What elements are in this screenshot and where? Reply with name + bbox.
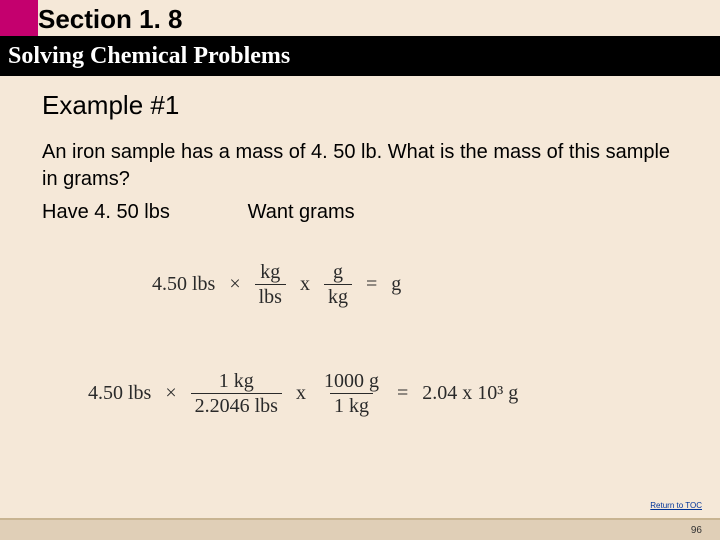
eq2-frac2: 1000 g 1 kg bbox=[320, 371, 383, 416]
footer-bar: 96 bbox=[0, 518, 720, 540]
frac-num: kg bbox=[256, 262, 284, 284]
eq2-frac1: 1 kg 2.2046 lbs bbox=[191, 371, 282, 416]
example-title: Example #1 bbox=[42, 90, 678, 121]
eq2-result: 2.04 x 10³ g bbox=[422, 382, 518, 405]
eq1-frac1: kg lbs bbox=[255, 262, 286, 307]
accent-square bbox=[0, 0, 38, 38]
have-want-row: Have 4. 50 lbs Want grams bbox=[42, 201, 678, 224]
section-title: Solving Chemical Problems bbox=[8, 43, 290, 70]
frac-den: lbs bbox=[255, 284, 286, 307]
have-label: Have 4. 50 lbs bbox=[42, 201, 242, 224]
equation-numeric: 4.50 lbs × 1 kg 2.2046 lbs x 1000 g 1 kg… bbox=[88, 371, 678, 416]
page-number: 96 bbox=[691, 525, 702, 536]
equals-icon: = bbox=[366, 273, 377, 296]
problem-text: An iron sample has a mass of 4. 50 lb. W… bbox=[42, 139, 678, 193]
eq1-frac2: g kg bbox=[324, 262, 352, 307]
frac-den: 1 kg bbox=[330, 393, 373, 416]
want-label: Want grams bbox=[248, 201, 355, 223]
frac-num: g bbox=[329, 262, 347, 284]
times-icon: × bbox=[229, 273, 240, 296]
slide-header: Section 1. 8 Solving Chemical Problems bbox=[0, 0, 720, 76]
title-bar: Solving Chemical Problems bbox=[0, 36, 720, 76]
times-icon: × bbox=[165, 382, 176, 405]
eq2-start: 4.50 lbs bbox=[88, 382, 151, 405]
return-to-toc-link[interactable]: Return to TOC bbox=[650, 501, 702, 510]
frac-den: kg bbox=[324, 284, 352, 307]
frac-num: 1 kg bbox=[215, 371, 258, 393]
times-icon: x bbox=[300, 273, 310, 296]
equations-block: 4.50 lbs × kg lbs x g kg = g 4.50 lbs × … bbox=[42, 262, 678, 416]
frac-num: 1000 g bbox=[320, 371, 383, 393]
equals-icon: = bbox=[397, 382, 408, 405]
times-icon: x bbox=[296, 382, 306, 405]
eq1-result: g bbox=[391, 273, 401, 296]
section-label: Section 1. 8 bbox=[38, 4, 183, 35]
equation-symbolic: 4.50 lbs × kg lbs x g kg = g bbox=[152, 262, 678, 307]
frac-den: 2.2046 lbs bbox=[191, 393, 282, 416]
content-area: Example #1 An iron sample has a mass of … bbox=[0, 76, 720, 416]
eq1-start: 4.50 lbs bbox=[152, 273, 215, 296]
